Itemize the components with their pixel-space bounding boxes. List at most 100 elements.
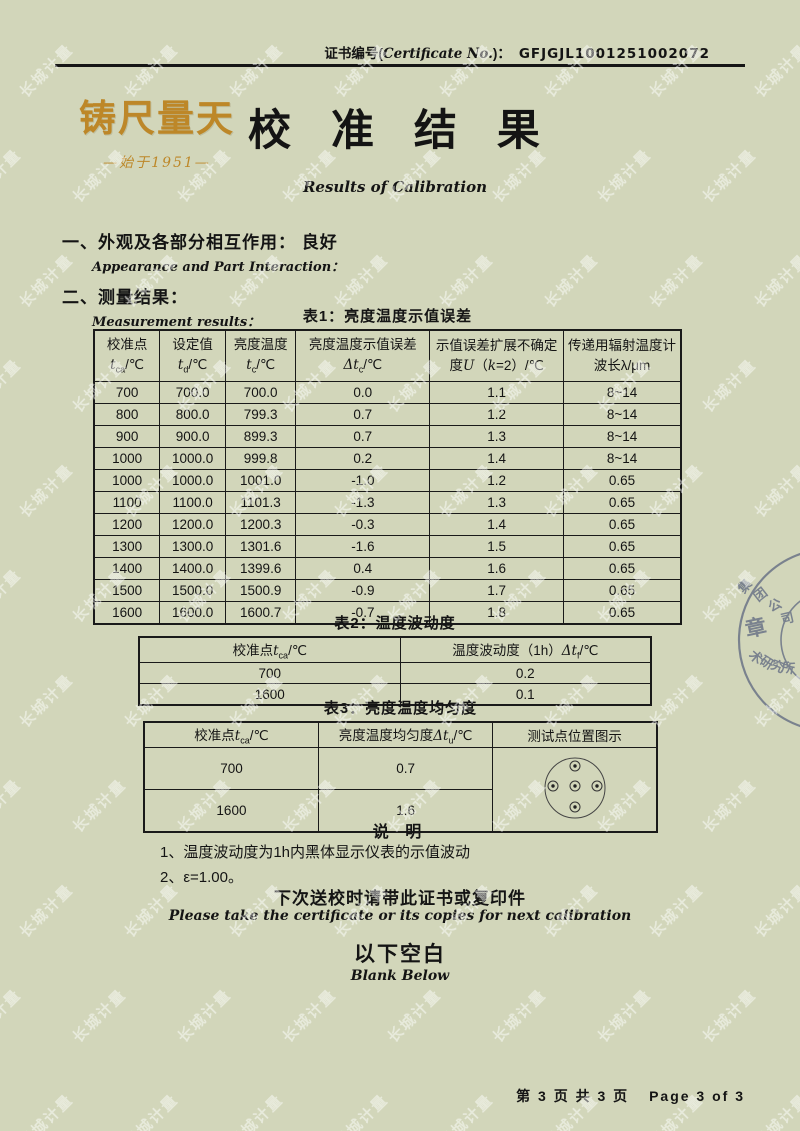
sections: 一、外观及各部分相互作用： 良好 Appearance and Part Int… bbox=[62, 228, 702, 338]
watermark-text: 长城计量 bbox=[594, 146, 655, 207]
watermark-text: 长城计量 bbox=[699, 146, 760, 207]
table2-cell: 0.1 bbox=[399, 683, 652, 706]
table3-title: 表3：亮度温度均匀度 bbox=[323, 700, 478, 717]
watermark-text: 长城计量 bbox=[0, 986, 25, 1047]
table1-cell: 0.65 bbox=[563, 535, 682, 558]
table1-cell: 1.3 bbox=[429, 425, 565, 448]
table1-cell: -0.9 bbox=[295, 579, 431, 602]
watermark-text: 长城计量 bbox=[69, 986, 130, 1047]
test-point-diagram bbox=[492, 747, 658, 833]
watermark-text: 长城计量 bbox=[751, 461, 800, 522]
table1-cell: 8~14 bbox=[563, 425, 682, 448]
table1-cell: 1000.0 bbox=[159, 447, 226, 470]
page-subtitle: Results of Calibration bbox=[302, 178, 488, 196]
table1-cell: 1200.3 bbox=[224, 513, 297, 536]
section-appearance: 一、外观及各部分相互作用： 良好 bbox=[62, 233, 338, 252]
watermark-text: 长城计量 bbox=[0, 146, 25, 207]
table1-row: 1100 1100.0 1101.3 -1.3 1.3 0.65 bbox=[93, 491, 682, 514]
watermark-text: 长城计量 bbox=[751, 41, 800, 102]
table1-cell: 1100.0 bbox=[159, 491, 226, 514]
table1-cell: 1200.0 bbox=[159, 513, 226, 536]
table1-cell: 800.0 bbox=[159, 403, 226, 426]
table1-cell: 0.65 bbox=[563, 491, 682, 514]
table1-cell: -0.3 bbox=[295, 513, 431, 536]
company-seal: 集团公司 术研究所 章 bbox=[690, 530, 800, 765]
certificate-number: GFJGJL1001251002072 bbox=[518, 46, 710, 62]
table2-cell: 0.2 bbox=[399, 662, 652, 684]
table1-cell: 899.3 bbox=[224, 425, 297, 448]
table3: 校准点tca/℃ 亮度温度均匀度Δtu/℃ 测试点位置图示 700 0.7 bbox=[143, 721, 658, 833]
table2-cell: 1600 bbox=[138, 683, 401, 706]
next-calibration-notice: 下次送校时请带此证书或复印件 bbox=[274, 889, 526, 908]
table1-header-wavelength: 传递用辐射温度计波长λ/μm bbox=[563, 329, 682, 382]
notes-title: 说 明 bbox=[372, 824, 428, 841]
table1-row: 1300 1300.0 1301.6 -1.6 1.5 0.65 bbox=[93, 535, 682, 558]
notes-body: 1、温度波动度为1h内黑体显示仪表的示值波动 2、ε=1.00。 bbox=[160, 840, 680, 890]
table1-cell: 1500.9 bbox=[224, 579, 297, 602]
table3-header-cal-point: 校准点tca/℃ bbox=[143, 721, 319, 748]
table1-cell: 1301.6 bbox=[224, 535, 297, 558]
table3-row: 1600 1.6 bbox=[143, 789, 657, 833]
table1-row: 1200 1200.0 1200.3 -0.3 1.4 0.65 bbox=[93, 513, 682, 536]
table1-header-indication-error: 亮度温度示值误差 Δtc/℃ bbox=[295, 329, 431, 382]
certificate-label-close: )： bbox=[492, 46, 511, 61]
table1-cell: 0.65 bbox=[563, 579, 682, 602]
table1-cell: 0.4 bbox=[295, 557, 431, 580]
table1-cell: 1.7 bbox=[429, 579, 565, 602]
table3-cell: 700 bbox=[143, 747, 319, 790]
table2: 校准点tca/℃ 温度波动度（1h）Δtf/℃ 700 0.2 1600 0.1 bbox=[138, 636, 652, 706]
table1-row: 1400 1400.0 1399.6 0.4 1.6 0.65 bbox=[93, 557, 682, 580]
table1-cell: 700 bbox=[93, 381, 161, 404]
watermark-text: 长城计量 bbox=[384, 986, 445, 1047]
table3-row: 700 0.7 bbox=[143, 747, 658, 833]
section-appearance-en: Appearance and Part Interaction： bbox=[92, 260, 345, 275]
table1-cell: 900 bbox=[93, 425, 161, 448]
table1-header-luminance-temp: 亮度温度 tc/℃ bbox=[224, 329, 297, 382]
table2-title: 表2：温度波动度 bbox=[334, 615, 456, 632]
seal-icon: 集团公司 术研究所 章 bbox=[734, 552, 800, 728]
table1-cell: 1.5 bbox=[429, 535, 565, 558]
table1-row: 800 800.0 799.3 0.7 1.2 8~14 bbox=[93, 403, 682, 426]
table1-cell: 1000 bbox=[93, 469, 161, 492]
test-point-diagram-icon bbox=[544, 757, 606, 818]
blank-below: 以下空白 bbox=[354, 943, 446, 966]
table2-header-fluctuation: 温度波动度（1h）Δtf/℃ bbox=[399, 636, 652, 663]
table1-cell: 8~14 bbox=[563, 403, 682, 426]
blank-below-en: Blank Below bbox=[350, 968, 450, 984]
table2-header-cal-point: 校准点tca/℃ bbox=[138, 636, 401, 663]
table1-row: 900 900.0 899.3 0.7 1.3 8~14 bbox=[93, 425, 682, 448]
table2-cell: 700 bbox=[138, 662, 401, 684]
table1-cell: 1400.0 bbox=[159, 557, 226, 580]
note-item: 2、ε=1.00。 bbox=[160, 869, 243, 886]
table1-cell: 0.7 bbox=[295, 403, 431, 426]
header-divider bbox=[55, 64, 745, 67]
table1-cell: 700.0 bbox=[159, 381, 226, 404]
next-calibration-notice-en: Please take the certificate or its copie… bbox=[168, 908, 632, 924]
watermark-text: 长城计量 bbox=[751, 1091, 800, 1131]
table1-block: 表1：亮度温度示值误差 校准点 tca/℃ 设定值 td/℃ 亮 bbox=[93, 305, 682, 625]
table1-cell: 1500.0 bbox=[159, 579, 226, 602]
table1-cell: 0.65 bbox=[563, 513, 682, 536]
table3-cell: 1.6 bbox=[317, 789, 494, 833]
table1-cell: -1.6 bbox=[295, 535, 431, 558]
table1-row: 1500 1500.0 1500.9 -0.9 1.7 0.65 bbox=[93, 579, 682, 602]
logo-calligraphy-text: 铸尺量天 bbox=[79, 96, 235, 140]
table1-cell: 1600.7 bbox=[224, 601, 297, 625]
certificate-number-line: 证书编号(Certificate No.)： GFJGJL100125100207… bbox=[55, 42, 710, 62]
table1-cell: 0.65 bbox=[563, 557, 682, 580]
table1: 校准点 tca/℃ 设定值 td/℃ 亮度温度 tc/℃ 亮度温度示值误差 Δt… bbox=[93, 329, 682, 625]
table1-cell: 8~14 bbox=[563, 381, 682, 404]
table1-cell: 1.8 bbox=[429, 601, 565, 625]
table1-cell: -1.3 bbox=[295, 491, 431, 514]
logo-since-1951: —始于1951— bbox=[103, 155, 211, 171]
table1-header-set-value: 设定值 td/℃ bbox=[159, 329, 226, 382]
table1-cell: 0.2 bbox=[295, 447, 431, 470]
table1-cell: 0.7 bbox=[295, 425, 431, 448]
table1-cell: 8~14 bbox=[563, 447, 682, 470]
table1-header-cal-point: 校准点 tca/℃ bbox=[93, 329, 161, 382]
page-number-en: Page 3 of 3 bbox=[649, 1088, 745, 1104]
section-results: 二、测量结果： bbox=[62, 288, 188, 307]
table2-block: 表2：温度波动度 校准点tca/℃ 温度波动度（1h）Δtf/℃ 700 0.2 bbox=[138, 612, 652, 706]
seal-center-text: 章 bbox=[743, 614, 769, 642]
